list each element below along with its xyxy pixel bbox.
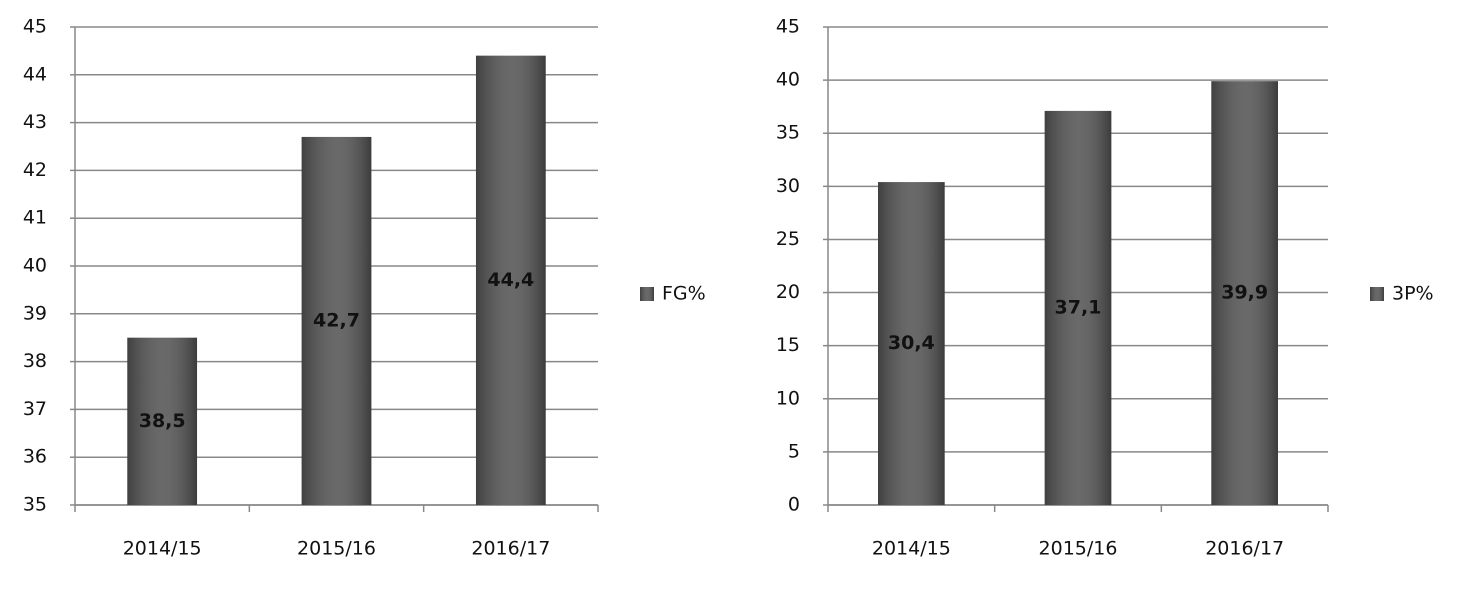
y-tick-label: 36	[23, 446, 47, 468]
y-tick-label: 40	[23, 255, 47, 277]
y-tick-label: 43	[23, 111, 47, 133]
bar-shade	[301, 136, 372, 505]
y-tick-label: 10	[776, 387, 800, 409]
legend-swatch-shade	[640, 287, 654, 301]
x-tick-label: 2015/16	[1039, 538, 1118, 560]
value-label: 30,4	[888, 332, 935, 354]
y-tick-label: 5	[788, 440, 800, 462]
y-tick-label: 30	[776, 175, 800, 197]
bar-shade	[127, 337, 198, 505]
x-tick-label: 2014/15	[872, 538, 951, 560]
y-tick-label: 39	[23, 302, 47, 324]
bar-shade	[1211, 81, 1278, 505]
x-tick-label: 2016/17	[1205, 538, 1284, 560]
bar-shade	[475, 55, 546, 506]
y-tick-label: 44	[23, 63, 47, 85]
value-label: 38,5	[139, 410, 186, 432]
x-tick-label: 2016/17	[471, 538, 550, 560]
y-tick-label: 25	[776, 228, 800, 250]
legend-label: FG%	[662, 283, 706, 305]
y-tick-label: 35	[23, 494, 47, 516]
y-tick-label: 15	[776, 334, 800, 356]
bar-shade	[878, 182, 945, 505]
y-tick-label: 45	[23, 16, 47, 38]
y-tick-label: 41	[23, 207, 47, 229]
y-tick-label: 38	[23, 350, 47, 372]
y-tick-label: 42	[23, 159, 47, 181]
y-tick-label: 40	[776, 69, 800, 91]
legend-swatch-shade	[1370, 287, 1384, 301]
legend-label: 3P%	[1392, 283, 1434, 305]
value-label: 44,4	[487, 269, 534, 291]
x-tick-label: 2015/16	[297, 538, 376, 560]
value-label: 37,1	[1055, 296, 1102, 318]
y-tick-label: 0	[788, 494, 800, 516]
y-tick-label: 37	[23, 398, 47, 420]
value-label: 39,9	[1221, 282, 1268, 304]
y-tick-label: 35	[776, 122, 800, 144]
x-tick-label: 2014/15	[123, 538, 202, 560]
y-tick-label: 20	[776, 281, 800, 303]
bar-shade	[1044, 110, 1112, 505]
value-label: 42,7	[313, 309, 360, 331]
y-tick-label: 45	[776, 16, 800, 38]
